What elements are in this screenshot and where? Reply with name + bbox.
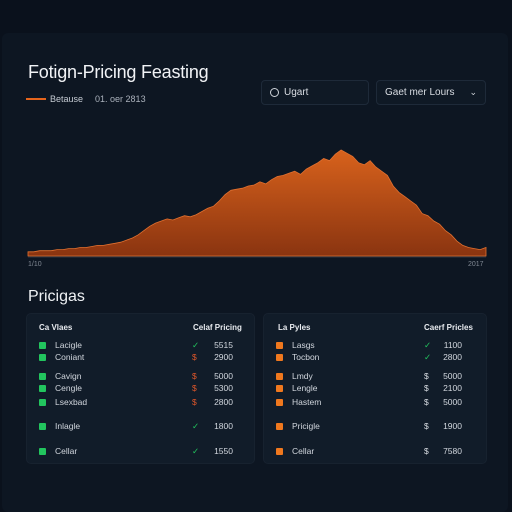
area-series <box>27 149 487 257</box>
table-row[interactable]: Cavign $5000 <box>27 371 254 383</box>
search-input[interactable]: Ugart <box>261 80 369 105</box>
table-row[interactable]: Lacigle ✓ 5515 <box>27 340 254 352</box>
chart-legend: Betause 01. oer 2813 <box>26 94 146 104</box>
panel-header-right: Caerf Pricles <box>424 323 473 332</box>
status-swatch <box>39 385 46 392</box>
dollar-icon: $ <box>424 371 429 381</box>
dollar-icon: $ <box>424 397 429 407</box>
row-value: 2900 <box>214 352 233 362</box>
status-swatch <box>39 373 46 380</box>
dollar-icon: $ <box>192 352 197 362</box>
check-icon: ✓ <box>424 340 432 350</box>
panel-header-right: Celaf Pricing <box>193 323 242 332</box>
chevron-down-icon: ⌄ <box>469 87 477 97</box>
status-swatch <box>39 423 46 430</box>
row-name: Lsexbad <box>55 397 88 407</box>
row-name: Lasgs <box>292 340 315 350</box>
search-icon <box>270 88 279 97</box>
table-row[interactable]: Cengle $5300 <box>27 383 254 395</box>
select-value: Gaet mer Lours <box>385 87 455 98</box>
row-name: Cavign <box>55 371 82 381</box>
legend-date: 01. oer 2813 <box>95 94 146 104</box>
dollar-icon: $ <box>424 446 429 456</box>
legend-line-swatch <box>26 98 46 100</box>
row-value: 5300 <box>214 383 233 393</box>
page-title: Fotign-Pricing Feasting <box>28 62 209 82</box>
dollar-icon: $ <box>192 383 197 393</box>
status-swatch <box>39 399 46 406</box>
row-value: 2100 <box>443 383 462 393</box>
row-value: 2800 <box>443 352 462 362</box>
row-name: Tocbon <box>292 352 320 362</box>
row-value: 5000 <box>443 371 462 381</box>
table-row[interactable]: Lsexbad $2800 <box>27 397 254 409</box>
section-title: Pricigas <box>28 288 85 305</box>
check-icon: ✓ <box>192 421 200 431</box>
row-name: Coniant <box>55 352 85 362</box>
status-swatch <box>276 423 283 430</box>
dollar-icon: $ <box>192 397 197 407</box>
status-swatch <box>276 448 283 455</box>
dollar-icon: $ <box>424 421 429 431</box>
status-swatch <box>276 354 283 361</box>
row-name: Cengle <box>55 383 82 393</box>
row-value: 1550 <box>214 446 233 456</box>
status-swatch <box>276 373 283 380</box>
status-swatch <box>39 354 46 361</box>
row-value: 5000 <box>214 371 233 381</box>
status-swatch <box>276 399 283 406</box>
table-row[interactable]: Hastem $5000 <box>264 397 486 409</box>
row-name: Pricigle <box>292 421 320 431</box>
table-row[interactable]: Lengle $2100 <box>264 383 486 395</box>
row-value: 1800 <box>214 421 233 431</box>
x-tick-start: 1/10 <box>28 261 42 268</box>
dollar-icon: $ <box>424 383 429 393</box>
row-value: 1900 <box>443 421 462 431</box>
row-name: Lacigle <box>55 340 82 350</box>
dollar-icon: $ <box>192 371 197 381</box>
row-name: Cellar <box>292 446 315 456</box>
row-name: Cellar <box>55 446 78 456</box>
panel-header-left: La Pyles <box>278 323 311 332</box>
table-row[interactable]: Coniant $2900 <box>27 352 254 364</box>
row-name: Lengle <box>292 383 318 393</box>
pricing-panel-left: Ca Vlaes Celaf Pricing Lacigle ✓ 5515 Conia… <box>26 313 255 464</box>
check-icon: ✓ <box>424 352 432 362</box>
row-name: Lmdy <box>292 371 313 381</box>
pricing-panel-right: La Pyles Caerf Pricles Lasgs ✓ 1100 Tocbon ✓… <box>263 313 487 464</box>
table-row[interactable]: Cellar ✓ 1550 <box>27 446 254 458</box>
status-swatch <box>39 342 46 349</box>
table-row[interactable]: Lasgs ✓ 1100 <box>264 340 486 352</box>
row-value: 7580 <box>443 446 462 456</box>
status-swatch <box>39 448 46 455</box>
x-tick-end: 2017 <box>468 261 484 268</box>
table-row[interactable]: Cellar $7580 <box>264 446 486 458</box>
table-row[interactable]: Pricigle $1900 <box>264 421 486 433</box>
check-icon: ✓ <box>192 340 200 350</box>
row-value: 1100 <box>443 340 462 350</box>
search-value: Ugart <box>284 87 309 98</box>
table-row[interactable]: Inlagle ✓ 1800 <box>27 421 254 433</box>
check-icon: ✓ <box>192 446 200 456</box>
row-name: Hastem <box>292 397 322 407</box>
panel-header-left: Ca Vlaes <box>39 323 73 332</box>
status-swatch <box>276 342 283 349</box>
legend-label: Betause <box>50 94 84 104</box>
status-swatch <box>276 385 283 392</box>
table-row[interactable]: Lmdy $5000 <box>264 371 486 383</box>
row-name: Inlagle <box>55 421 81 431</box>
range-select[interactable]: Gaet mer Lours ⌄ <box>376 80 486 105</box>
table-row[interactable]: Tocbon ✓ 2800 <box>264 352 486 364</box>
row-value: 5000 <box>443 397 462 407</box>
row-value: 5515 <box>214 340 233 350</box>
row-value: 2800 <box>214 397 233 407</box>
